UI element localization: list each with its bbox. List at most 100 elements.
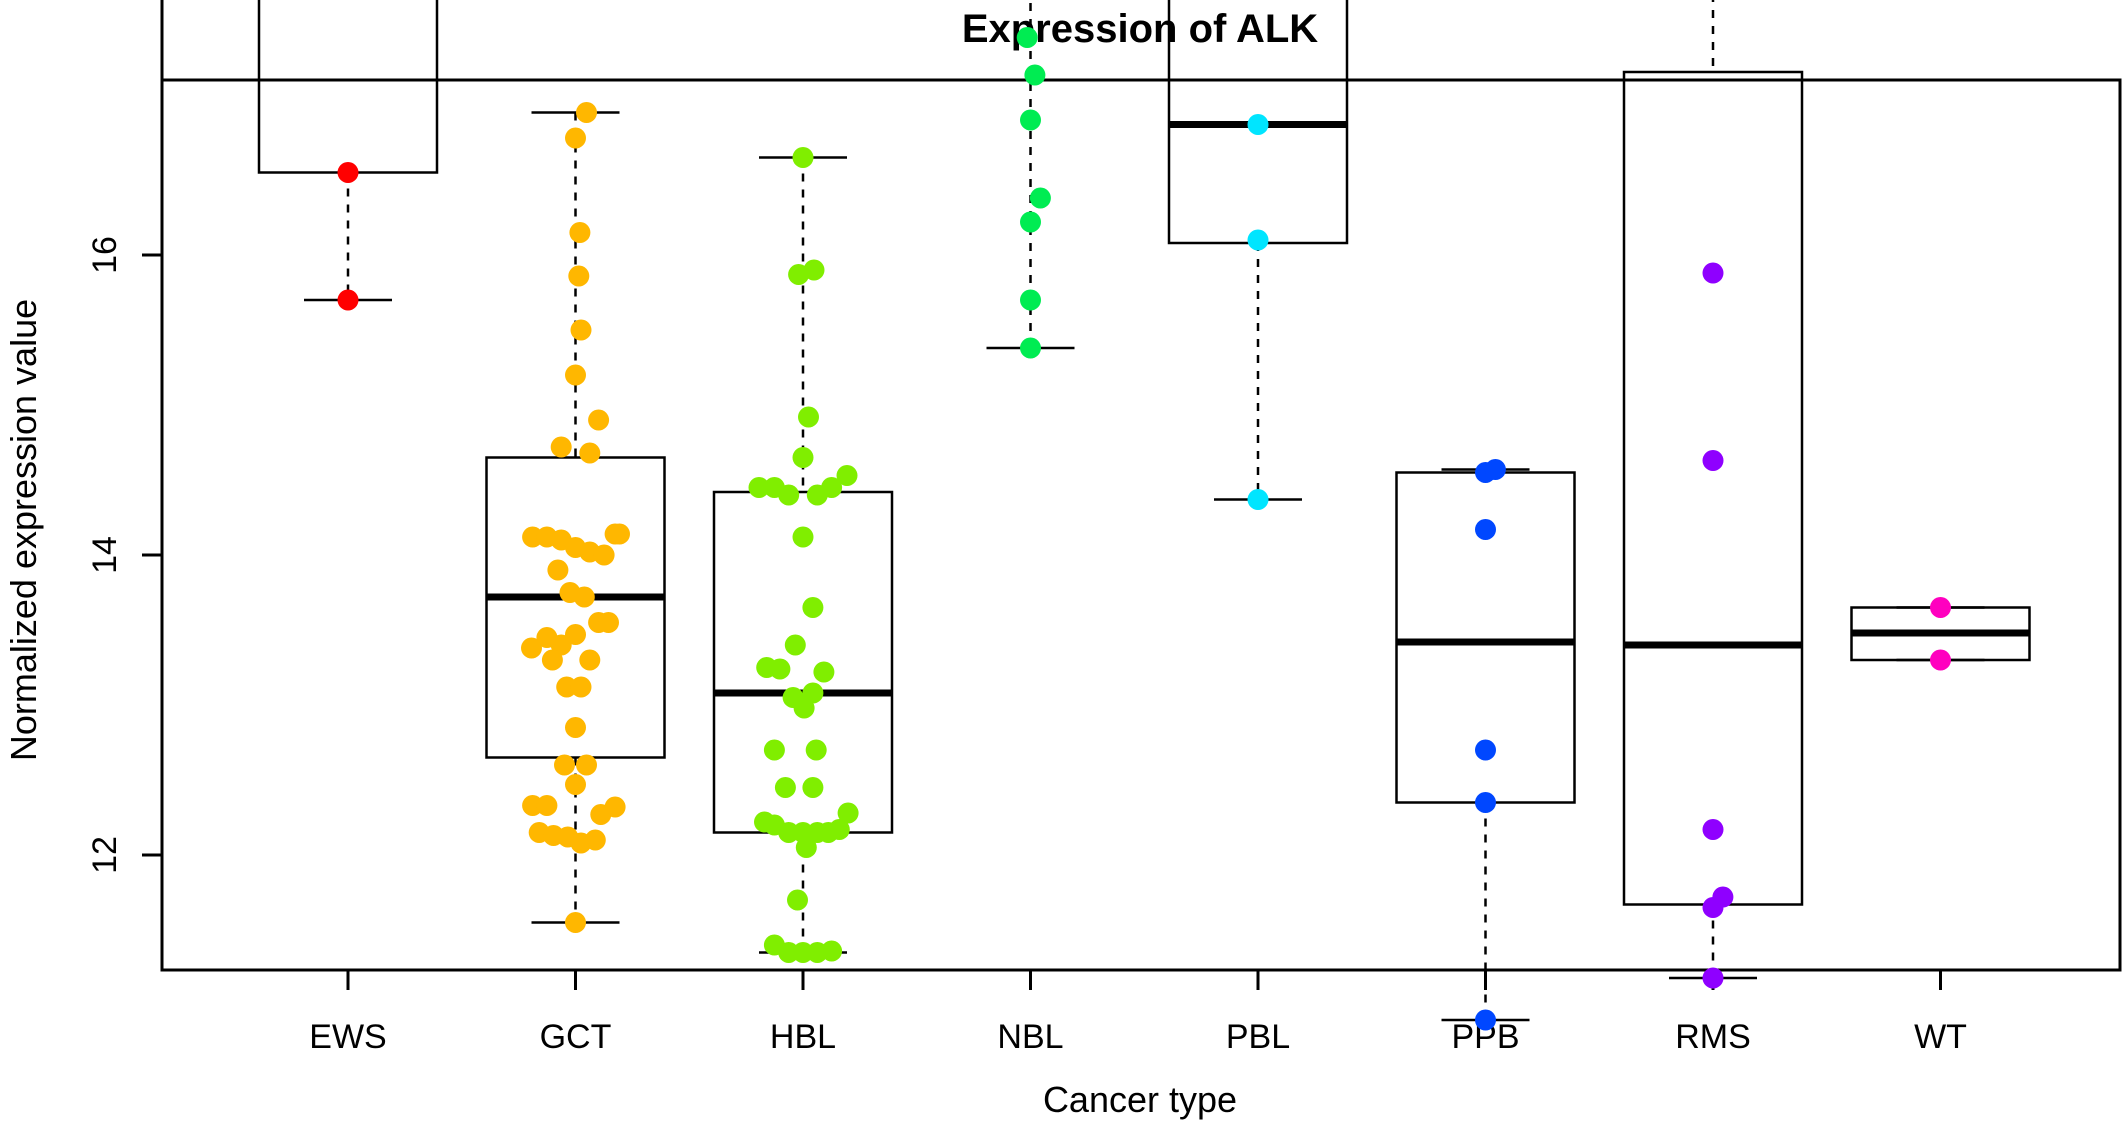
data-point-gct-24 [521,637,542,659]
x-axis-label: Cancer type [1043,1079,1237,1120]
data-point-hbl-15 [784,634,806,656]
data-point-hbl-18 [813,661,835,683]
data-point-gct-5 [570,319,592,341]
data-point-hbl-23 [805,739,827,761]
data-point-hbl-35 [787,889,808,911]
box-group-pbl [1167,0,1349,510]
data-point-hbl-25 [802,777,824,798]
data-point-gct-30 [570,676,592,698]
box-ews [257,0,439,174]
data-point-gct-31 [565,717,586,738]
data-point-gct-28 [579,649,601,671]
data-point-gct-38 [604,796,626,818]
x-tick-label-wt: WT [1914,1018,1967,1056]
y-tick-label-14: 14 [86,536,124,574]
data-point-gct-7 [588,409,610,431]
data-point-rms-4 [1702,819,1724,840]
data-point-nbl-36 [1024,64,1046,86]
x-tick-label-pbl: PBL [1226,1018,1290,1056]
data-point-nbl-38 [1029,187,1051,209]
data-point-hbl-7 [748,477,770,498]
data-point-hbl-33 [837,802,859,824]
data-point-gct-26 [565,624,586,645]
data-point-nbl-39 [1020,211,1041,233]
data-point-ppb-3 [1475,739,1496,761]
data-point-gct-34 [565,774,586,795]
data-point-hbl-9 [778,484,800,506]
data-point-rms-6 [1712,886,1734,908]
box-group-rms [1622,0,1804,989]
data-point-hbl-32 [828,819,850,840]
box-group-ews [257,0,439,311]
box-rms [1622,70,1804,906]
data-point-wt-0 [1930,597,1951,618]
x-tick-label-rms: RMS [1675,1018,1751,1056]
y-axis: 121416182022 [86,0,164,874]
data-point-gct-4 [568,265,590,287]
data-point-hbl-5 [798,406,819,428]
y-tick-label-16: 16 [86,236,124,274]
data-point-ppb-2 [1475,519,1496,540]
y-axis-label: Normalized expression value [3,299,44,761]
x-tick-label-hbl: HBL [770,1018,836,1056]
box-groups [257,0,2031,1031]
x-axis: EWS GCT HBL NBL PBL PPB RMS WT [309,968,1967,1056]
data-point-gct-1 [576,102,597,123]
data-point-gct-2 [565,127,586,149]
data-point-hbl-40 [821,940,843,962]
data-point-nbl-35 [1016,27,1038,48]
data-point-gct-27 [541,649,563,671]
box-group-nbl [986,0,1075,359]
data-point-hbl-4 [803,259,825,281]
data-point-gct-3 [569,222,591,243]
data-point-gct-44 [565,912,586,933]
data-point-gct-36 [536,795,558,816]
box-group-hbl [712,147,894,963]
plot-area-frame [160,78,2122,972]
data-point-gct-8 [550,436,572,458]
data-point-gct-20 [573,586,595,608]
data-point-rms-2 [1702,262,1724,284]
box-group-gct [485,102,666,933]
x-tick-label-ews: EWS [309,1018,386,1056]
data-point-hbl-24 [774,777,796,798]
data-point-hbl-2 [792,147,814,168]
data-point-gct-33 [576,754,597,776]
data-point-gct-23 [598,612,619,633]
box-group-ppb [1395,459,1576,1031]
data-point-hbl-12 [836,465,858,486]
data-point-gct-15 [593,544,615,566]
data-point-ews-3 [337,162,359,183]
data-point-hbl-14 [802,597,824,618]
data-point-ppb-5 [1475,1009,1496,1031]
data-point-ppb-4 [1475,792,1496,813]
data-point-hbl-13 [792,526,814,548]
data-point-hbl-17 [769,658,791,680]
x-tick-label-nbl: NBL [997,1018,1063,1056]
data-point-hbl-21 [793,697,815,719]
data-point-gct-18 [547,559,569,581]
data-point-hbl-11 [821,477,843,498]
data-point-ppb-1 [1484,459,1506,480]
data-point-pbl-2 [1247,114,1269,135]
box-gct [485,456,666,759]
data-point-ews-4 [337,289,359,311]
y-tick-label-12: 12 [86,836,124,874]
data-point-nbl-41 [1020,337,1041,359]
data-point-rms-3 [1702,450,1724,471]
data-point-hbl-34 [795,837,817,858]
data-point-hbl-6 [792,447,814,468]
data-point-rms-7 [1702,967,1724,989]
box-group-wt [1850,597,2031,671]
data-point-pbl-4 [1247,489,1269,510]
data-point-gct-43 [584,829,606,851]
data-point-gct-9 [579,442,601,464]
data-point-nbl-37 [1020,109,1041,131]
chart-title: Expression of ALK [962,7,1318,51]
data-point-gct-6 [565,364,586,386]
data-point-gct-17 [609,523,630,545]
x-tick-label-gct: GCT [540,1018,612,1056]
data-point-hbl-22 [763,739,785,761]
data-point-pbl-3 [1247,229,1269,251]
